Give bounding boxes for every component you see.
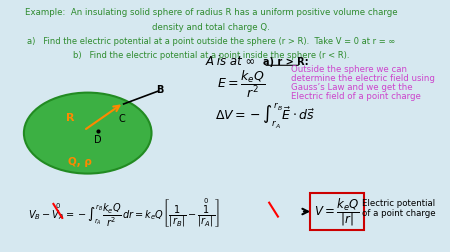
Text: B: B <box>156 84 163 94</box>
Circle shape <box>24 93 152 174</box>
Text: Electric field of a point charge: Electric field of a point charge <box>291 91 421 100</box>
Text: density and total charge Q.: density and total charge Q. <box>153 23 270 32</box>
Text: R: R <box>66 112 74 122</box>
Text: a)   Find the electric potential at a point outside the sphere (r > R).  Take V : a) Find the electric potential at a poin… <box>27 37 396 46</box>
FancyBboxPatch shape <box>310 193 364 231</box>
Text: Q, ρ: Q, ρ <box>68 156 92 166</box>
Text: Outside the sphere we can: Outside the sphere we can <box>291 65 407 74</box>
Text: a) r > R:: a) r > R: <box>263 57 309 67</box>
Text: Electric potential
of a point charge: Electric potential of a point charge <box>362 198 436 217</box>
Text: A is at ∞: A is at ∞ <box>205 55 256 68</box>
Text: D: D <box>94 135 102 145</box>
Text: b)   Find the electric potential at a point inside the sphere (r < R).: b) Find the electric potential at a poin… <box>73 50 350 59</box>
Text: determine the electric field using: determine the electric field using <box>291 74 435 83</box>
Text: C: C <box>118 113 125 123</box>
Text: Example:  An insulating solid sphere of radius R has a uniform positive volume c: Example: An insulating solid sphere of r… <box>25 8 398 17</box>
Text: Gauss’s Law and we get the: Gauss’s Law and we get the <box>291 82 413 91</box>
Text: $V_B - \overset{0}{V_A} = -\int_{r_A}^{r_B} \dfrac{k_e Q}{r^2}\,dr = k_e Q\left[: $V_B - \overset{0}{V_A} = -\int_{r_A}^{r… <box>28 195 220 228</box>
Text: $E = \dfrac{k_e Q}{r^2}$: $E = \dfrac{k_e Q}{r^2}$ <box>217 69 266 100</box>
Text: $\Delta V = -\int_{r_A}^{r_B} \vec{E} \cdot d\vec{s}$: $\Delta V = -\int_{r_A}^{r_B} \vec{E} \c… <box>216 102 316 130</box>
Text: $V = \dfrac{k_e Q}{|r|}$: $V = \dfrac{k_e Q}{|r|}$ <box>314 196 360 228</box>
